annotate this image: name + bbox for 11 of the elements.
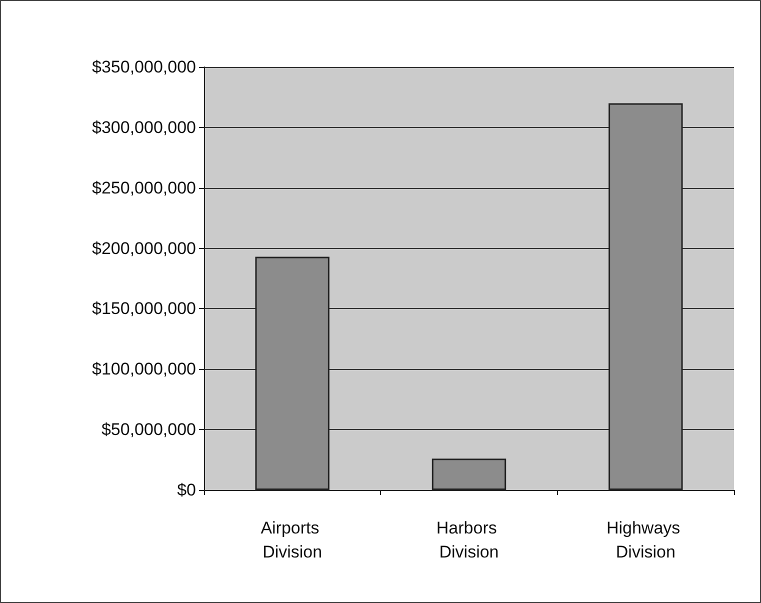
y-tick-label: $0 xyxy=(177,480,196,500)
x-tick-label: Harbors Division xyxy=(436,518,502,562)
y-tick-label: $50,000,000 xyxy=(101,420,196,440)
y-tick-label: $300,000,000 xyxy=(92,118,196,137)
x-tick-label: Highways Division xyxy=(606,518,685,562)
y-tick-label: $100,000,000 xyxy=(92,360,196,379)
y-tick-label: $200,000,000 xyxy=(92,238,196,258)
y-tick-label: $250,000,000 xyxy=(92,178,196,198)
y-tick-label: $350,000,000 xyxy=(92,58,196,76)
y-tick-label: $150,000,000 xyxy=(92,299,196,318)
x-tick-label: Airports Division xyxy=(260,518,324,562)
